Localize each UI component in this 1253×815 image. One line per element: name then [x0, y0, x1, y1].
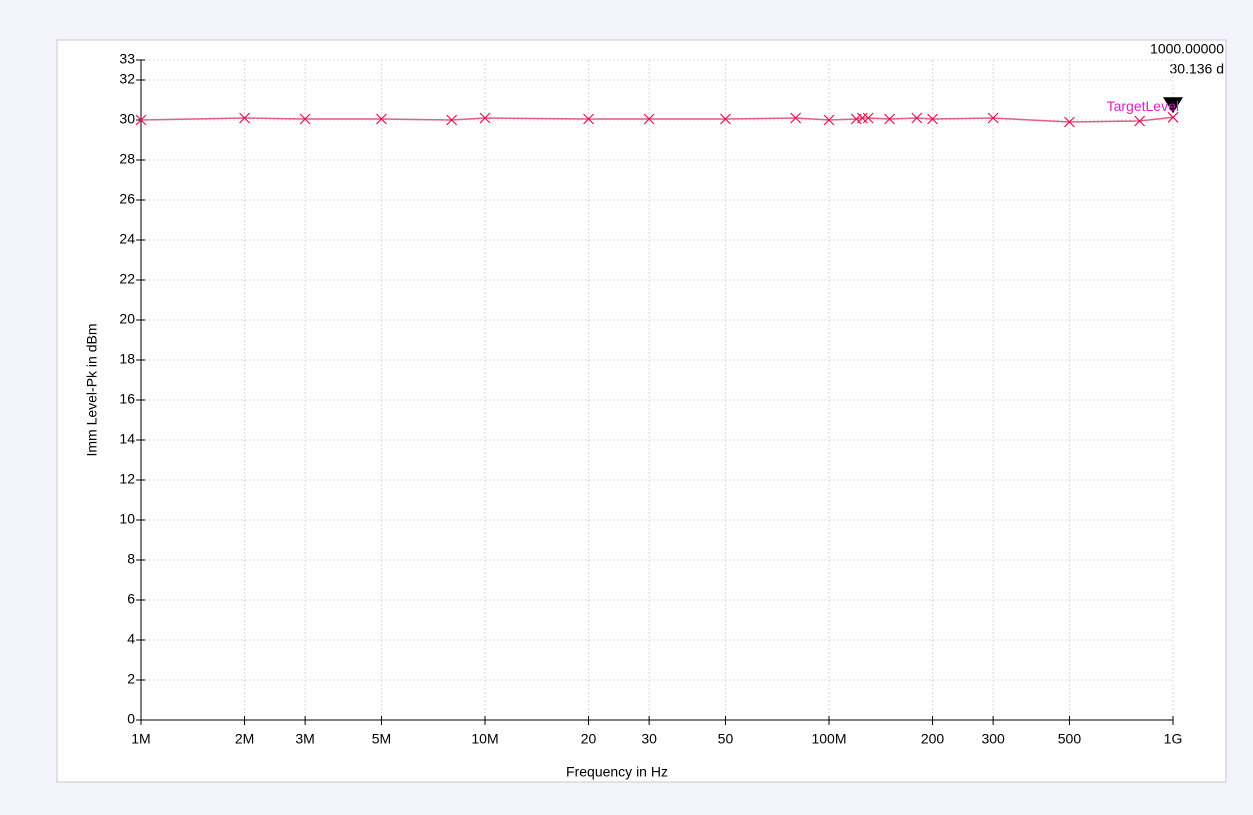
data-point [790, 112, 802, 124]
data-point [1134, 115, 1146, 127]
data-point [911, 112, 923, 124]
y-tick-label: 10 [119, 511, 135, 527]
x-tick-label: 30 [641, 731, 657, 747]
data-point [927, 113, 938, 125]
y-tick-label: 6 [127, 591, 135, 607]
y-tick-label: 20 [119, 311, 135, 327]
data-point [299, 113, 311, 125]
y-tick-label: 32 [119, 71, 135, 87]
y-tick-label: 8 [127, 551, 135, 567]
data-point [376, 113, 387, 125]
data-point [135, 114, 147, 126]
x-tick-label: 500 [1058, 731, 1082, 747]
y-tick-label: 28 [119, 151, 135, 167]
y-tick-label: 4 [127, 631, 135, 647]
x-tick-label: 2M [235, 731, 254, 747]
y-tick-label: 12 [119, 471, 135, 487]
x-tick-label: 1G [1164, 731, 1183, 747]
y-tick-label: 33 [119, 51, 135, 67]
data-point [862, 112, 874, 124]
y-tick-label: 14 [119, 431, 135, 447]
data-point [583, 113, 594, 125]
y-tick-label: 26 [119, 191, 135, 207]
y-tick-label: 22 [119, 271, 135, 287]
data-point [884, 113, 895, 125]
y-tick-label: 2 [127, 671, 135, 687]
data-point [987, 112, 999, 124]
y-tick-label: 0 [127, 711, 135, 727]
marker-y-readout: 30.136 d [1170, 61, 1225, 77]
x-tick-label: 5M [372, 731, 391, 747]
x-tick-label: 10M [471, 731, 498, 747]
x-tick-label: 100M [811, 731, 846, 747]
data-point [479, 112, 491, 124]
x-tick-label: 3M [295, 731, 314, 747]
marker-x-readout: 1000.00000 [1150, 41, 1224, 57]
data-point [239, 112, 250, 124]
annotation: TargetLevel [1107, 98, 1179, 114]
y-tick-label: 18 [119, 351, 135, 367]
x-tick-label: 1M [131, 731, 150, 747]
y-axis-label: Imm Level-Pk in dBm [84, 323, 100, 456]
marker-triangle [1163, 97, 1183, 114]
data-point [823, 114, 835, 126]
y-tick-label: 16 [119, 391, 135, 407]
plot-panel [56, 39, 1227, 783]
x-tick-label: 50 [718, 731, 734, 747]
data-point [1167, 111, 1179, 123]
data-point [643, 113, 655, 125]
x-tick-label: 20 [581, 731, 597, 747]
x-tick-label: 300 [981, 731, 1005, 747]
y-tick-label: 24 [119, 231, 135, 247]
x-tick-label: 200 [921, 731, 945, 747]
data-point [720, 113, 731, 125]
data-point [1064, 116, 1075, 128]
data-point [446, 114, 458, 126]
y-tick-label: 30 [119, 111, 135, 127]
x-axis-label: Frequency in Hz [566, 764, 668, 780]
